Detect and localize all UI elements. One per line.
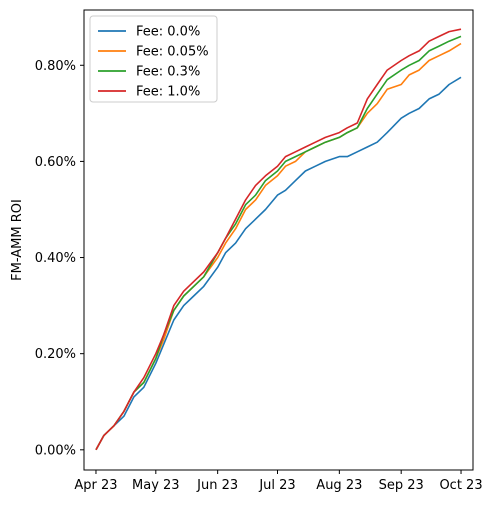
x-tick-label: Aug 23 [316, 478, 362, 493]
x-tick-label: Oct 23 [439, 478, 482, 493]
legend-label-1: Fee: 0.05% [136, 45, 209, 60]
x-tick-label: Apr 23 [74, 478, 117, 493]
series-line-0 [95, 76, 462, 451]
x-axis: Apr 23 May 23 Jun 23 Jul 23 Aug 23 Sep 23 Oct … [74, 470, 483, 493]
x-tick-label: Sep 23 [379, 478, 424, 493]
x-tick-label: Jul 23 [258, 478, 295, 493]
series-line-3 [95, 28, 462, 451]
series-line-2 [95, 35, 462, 451]
y-tick-label: 0.60% [35, 155, 76, 170]
y-tick-label: 0.00% [35, 443, 76, 458]
x-tick-label: May 23 [132, 478, 180, 493]
legend: Fee: 0.0% Fee: 0.05% Fee: 0.3% Fee: 1.0% [89, 15, 218, 103]
legend-box [89, 15, 218, 103]
series-layer [95, 28, 462, 451]
y-tick-label: 0.40% [35, 251, 76, 266]
plot-frame [83, 9, 474, 471]
legend-label-0: Fee: 0.0% [136, 25, 200, 40]
y-tick-label: 0.20% [35, 347, 76, 362]
legend-label-3: Fee: 1.0% [136, 85, 200, 100]
y-tick-label: 0.80% [35, 59, 76, 74]
y-axis: 0.00% 0.20% 0.40% 0.60% 0.80% [35, 59, 84, 458]
x-tick-label: Jun 23 [196, 478, 238, 493]
series-line-1 [95, 42, 462, 451]
legend-label-2: Fee: 0.3% [136, 65, 200, 80]
y-axis-label: FM-AMM ROI [10, 199, 25, 281]
